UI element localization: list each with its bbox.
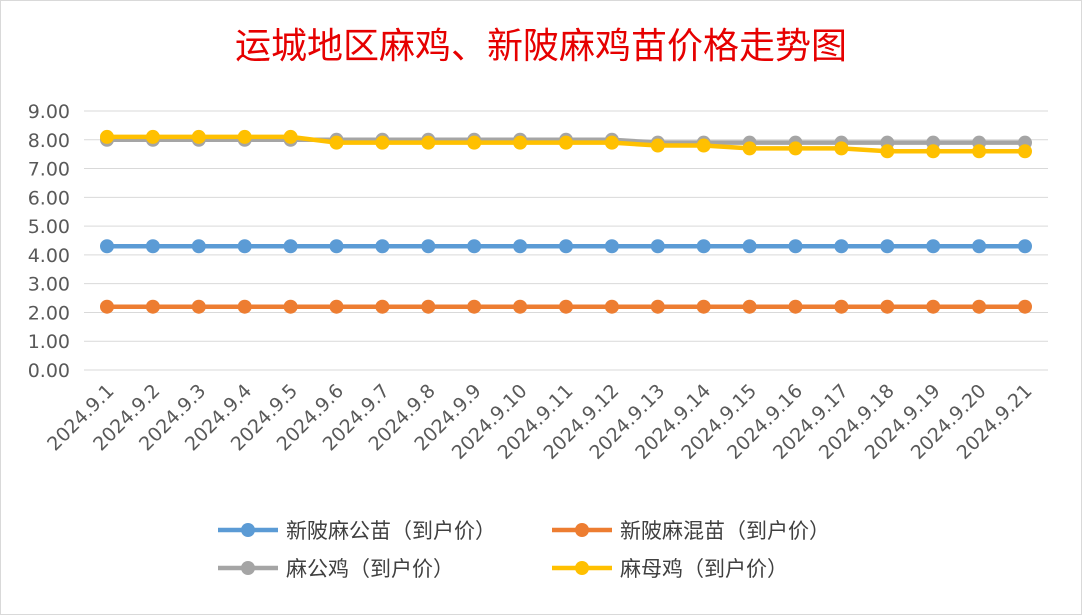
data-point xyxy=(880,144,895,159)
data-point xyxy=(467,299,482,314)
data-point xyxy=(559,299,573,314)
data-point xyxy=(513,239,528,254)
data-point xyxy=(283,299,298,314)
data-point xyxy=(650,299,665,314)
legend-swatch-marker xyxy=(575,523,589,537)
data-point xyxy=(237,129,252,144)
data-point xyxy=(834,141,849,156)
legend-label: 新陂麻混苗（到户价） xyxy=(620,519,830,543)
data-point xyxy=(834,239,849,254)
legend-swatch-marker xyxy=(241,561,255,575)
legend-item: 新陂麻公苗（到户价） xyxy=(218,519,496,543)
data-point xyxy=(696,299,711,314)
data-point xyxy=(329,135,344,150)
data-point xyxy=(788,141,803,156)
legend-item: 麻母鸡（到户价） xyxy=(552,557,788,581)
y-tick-label: 6.00 xyxy=(28,187,70,209)
data-point xyxy=(1018,144,1032,159)
data-point xyxy=(329,239,344,254)
legend-item: 新陂麻混苗（到户价） xyxy=(552,519,830,543)
legend-label: 麻母鸡（到户价） xyxy=(620,557,788,581)
data-point xyxy=(788,239,803,254)
data-point xyxy=(375,239,390,254)
data-point xyxy=(329,299,344,314)
data-point xyxy=(1018,239,1032,254)
y-tick-label: 1.00 xyxy=(28,331,70,353)
y-axis-ticks: 0.00 1.00 2.00 3.00 4.00 5.00 6.00 7.00 8.00 9.00 xyxy=(28,101,70,382)
y-tick-label: 3.00 xyxy=(28,274,70,296)
legend: 新陂麻公苗（到户价） 新陂麻混苗（到户价） 麻公鸡（到户价） 麻母鸡（到户价） xyxy=(218,519,830,581)
y-tick-label: 5.00 xyxy=(28,216,70,238)
legend-swatch-marker xyxy=(241,523,255,537)
data-point xyxy=(513,135,528,150)
data-point xyxy=(237,239,252,254)
data-point xyxy=(283,239,298,254)
y-tick-label: 4.00 xyxy=(28,245,70,267)
legend-label: 麻公鸡（到户价） xyxy=(286,557,454,581)
data-point xyxy=(696,239,711,254)
data-point xyxy=(421,299,436,314)
series-0 xyxy=(100,239,1032,254)
data-point xyxy=(926,239,941,254)
data-point xyxy=(650,138,665,153)
data-point xyxy=(926,299,941,314)
legend-swatch-marker xyxy=(575,561,589,575)
series-3 xyxy=(100,129,1032,159)
data-point xyxy=(742,141,757,156)
data-point xyxy=(467,135,482,150)
data-point xyxy=(513,299,528,314)
data-point xyxy=(559,135,573,150)
data-point xyxy=(742,239,757,254)
data-point xyxy=(375,135,390,150)
data-point xyxy=(972,299,987,314)
data-point xyxy=(467,239,482,254)
chart-title: 运城地区麻鸡、新陂麻鸡苗价格走势图 xyxy=(235,26,847,67)
x-axis-ticks: 2024.9.12024.9.22024.9.32024.9.42024.9.5… xyxy=(43,380,1036,464)
y-tick-label: 0.00 xyxy=(28,360,70,382)
data-point xyxy=(604,239,619,254)
data-point xyxy=(100,299,114,314)
y-tick-label: 7.00 xyxy=(28,159,70,181)
data-point xyxy=(237,299,252,314)
data-point xyxy=(421,239,436,254)
data-point xyxy=(926,144,941,159)
data-point xyxy=(283,129,298,144)
data-point xyxy=(604,299,619,314)
data-point xyxy=(100,129,114,144)
series-1 xyxy=(100,299,1032,314)
data-point xyxy=(604,135,619,150)
data-point xyxy=(375,299,390,314)
data-point xyxy=(880,239,895,254)
data-point xyxy=(972,144,987,159)
data-point xyxy=(191,239,206,254)
data-point xyxy=(145,239,160,254)
data-point xyxy=(788,299,803,314)
data-point xyxy=(696,138,711,153)
data-point xyxy=(145,129,160,144)
data-point xyxy=(650,239,665,254)
legend-label: 新陂麻公苗（到户价） xyxy=(286,519,496,543)
data-point xyxy=(1018,299,1032,314)
data-point xyxy=(145,299,160,314)
data-point xyxy=(191,129,206,144)
data-point xyxy=(100,239,114,254)
legend-item: 麻公鸡（到户价） xyxy=(218,557,454,581)
series-lines xyxy=(100,129,1032,314)
data-point xyxy=(191,299,206,314)
y-tick-label: 2.00 xyxy=(28,302,70,324)
data-point xyxy=(834,299,849,314)
data-point xyxy=(421,135,436,150)
data-point xyxy=(742,299,757,314)
data-point xyxy=(559,239,573,254)
data-point xyxy=(880,299,895,314)
y-tick-label: 9.00 xyxy=(28,101,70,123)
data-point xyxy=(972,239,987,254)
y-tick-label: 8.00 xyxy=(28,130,70,152)
